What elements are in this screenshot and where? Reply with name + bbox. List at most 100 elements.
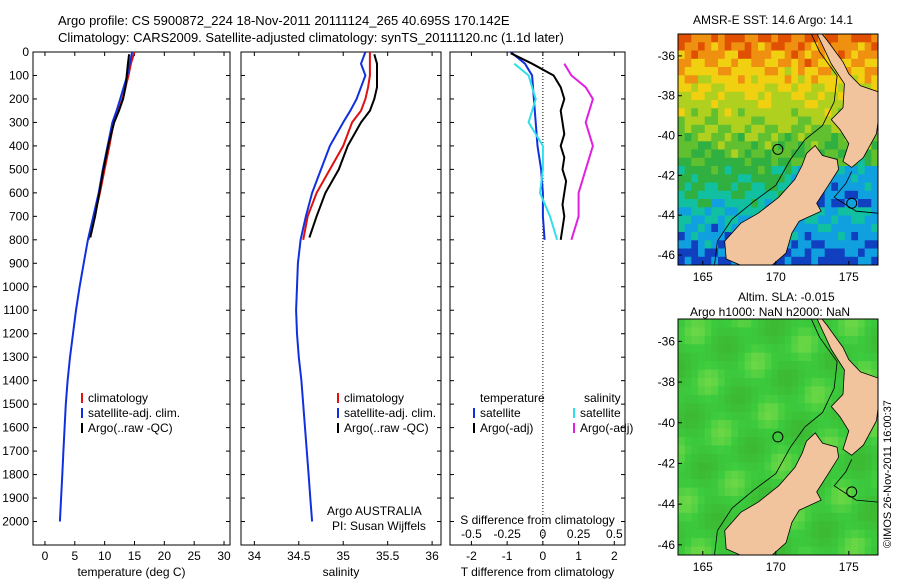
sst-raster-cell: [711, 42, 719, 52]
sla-raster-cell: [851, 487, 859, 497]
sla-raster-cell: [778, 394, 786, 404]
sst-raster-cell: [778, 166, 786, 175]
sla-raster-cell: [871, 512, 878, 522]
sla-raster-cell: [718, 344, 726, 354]
sla-raster-cell: [771, 394, 779, 404]
sla-raster-cell: [718, 487, 726, 497]
sla-raster-cell: [838, 546, 846, 555]
sla-raster-cell: [831, 521, 839, 531]
sst-raster-cell: [684, 190, 692, 200]
sst-raster-cell: [704, 124, 712, 134]
sla-raster-cell: [758, 319, 766, 328]
salinity-legend-label: Argo(..raw -QC): [344, 421, 429, 435]
sla-raster-cell: [838, 428, 846, 438]
sla-map-title-line1: Altim. SLA: -0.015: [738, 290, 835, 304]
sst-raster-cell: [744, 182, 752, 192]
sst-raster-cell: [704, 199, 712, 208]
sla-raster-cell: [711, 386, 719, 396]
sst-raster-cell: [871, 50, 878, 60]
sla-raster-cell: [731, 496, 739, 505]
sst-raster-cell: [711, 100, 719, 109]
sst-raster-cell: [718, 240, 726, 250]
sla-raster-cell: [824, 344, 832, 354]
sst-raster-cell: [684, 34, 692, 43]
sst-raster-cell: [771, 157, 779, 167]
sst-raster-cell: [718, 83, 726, 93]
sst-map-layer: [678, 34, 878, 265]
sla-raster-cell: [724, 512, 732, 522]
sst-raster-cell: [838, 232, 846, 241]
sst-raster-cell: [704, 174, 712, 184]
sst-raster-cell: [764, 58, 772, 68]
sst-raster-cell: [791, 256, 799, 265]
sla-raster-cell: [698, 521, 706, 531]
sst-raster-cell: [864, 199, 872, 208]
sla-lat-tick-label: -46: [658, 538, 676, 552]
sst-raster-cell: [724, 133, 732, 142]
sla-raster-cell: [831, 546, 839, 555]
sla-raster-cell: [724, 403, 732, 413]
sla-raster-cell: [731, 378, 739, 387]
sst-raster-cell: [804, 58, 812, 68]
sst-raster-cell: [791, 116, 799, 126]
sst-raster-cell: [851, 248, 859, 258]
sst-raster-cell: [871, 207, 878, 217]
sst-raster-cell: [738, 215, 746, 225]
salinity-xtick-label: 34: [248, 549, 262, 563]
sst-raster-cell: [691, 116, 699, 126]
sst-raster-cell: [731, 42, 739, 52]
sst-raster-cell: [771, 34, 779, 43]
sla-raster-cell: [858, 352, 866, 362]
sla-raster-cell: [704, 403, 712, 413]
sla-raster-cell: [858, 445, 866, 455]
sst-raster-cell: [851, 190, 859, 200]
sla-raster-cell: [871, 344, 878, 354]
sla-raster-cell: [678, 319, 686, 328]
depth-tick-label: 200: [9, 92, 29, 106]
sla-raster-cell: [738, 479, 746, 489]
sst-raster-cell: [698, 199, 706, 208]
sst-raster-cell: [724, 141, 732, 151]
sla-raster-cell: [818, 352, 826, 362]
sla-raster-cell: [858, 344, 866, 354]
sst-raster-cell: [804, 100, 812, 109]
sst-raster-cell: [838, 133, 846, 142]
sla-raster-cell: [684, 538, 692, 548]
sla-raster-cell: [678, 453, 686, 463]
sst-raster-cell: [678, 100, 686, 109]
sla-lon-tick-label: 165: [693, 560, 713, 574]
sst-raster-cell: [864, 83, 872, 93]
sst-raster-cell: [698, 174, 706, 184]
temperature-xlabel: temperature (deg C): [77, 565, 185, 579]
sla-raster-cell: [804, 504, 812, 514]
sla-raster-cell: [784, 394, 792, 404]
north-island-land: [816, 319, 878, 456]
sla-raster-cell: [858, 538, 866, 548]
sla-raster-cell: [698, 352, 706, 362]
sla-raster-cell: [678, 361, 686, 371]
depth-tick-label: 1500: [2, 397, 29, 411]
sst-raster-cell: [824, 91, 832, 101]
sla-raster-cell: [858, 521, 866, 531]
sst-raster-cell: [758, 83, 766, 93]
sla-raster-cell: [838, 327, 846, 337]
sla-raster-cell: [844, 496, 852, 505]
sla-raster-cell: [751, 403, 759, 413]
sla-raster-cell: [684, 420, 692, 430]
sst-raster-cell: [751, 42, 759, 52]
sst-raster-cell: [711, 50, 719, 60]
salinity-legend-label: climatology: [344, 391, 404, 405]
sst-raster-cell: [684, 124, 692, 134]
sst-raster-cell: [704, 91, 712, 101]
sla-raster-cell: [831, 487, 839, 497]
sla-raster-cell: [771, 361, 779, 371]
sst-raster-cell: [764, 67, 772, 76]
sst-raster-cell: [684, 67, 692, 76]
sla-raster-cell: [838, 521, 846, 531]
sla-raster-cell: [864, 538, 872, 548]
sla-raster-cell: [698, 394, 706, 404]
sst-raster-cell: [764, 116, 772, 126]
sst-raster-cell: [844, 207, 852, 217]
sst-raster-cell: [718, 34, 726, 43]
sst-raster-cell: [704, 75, 712, 85]
